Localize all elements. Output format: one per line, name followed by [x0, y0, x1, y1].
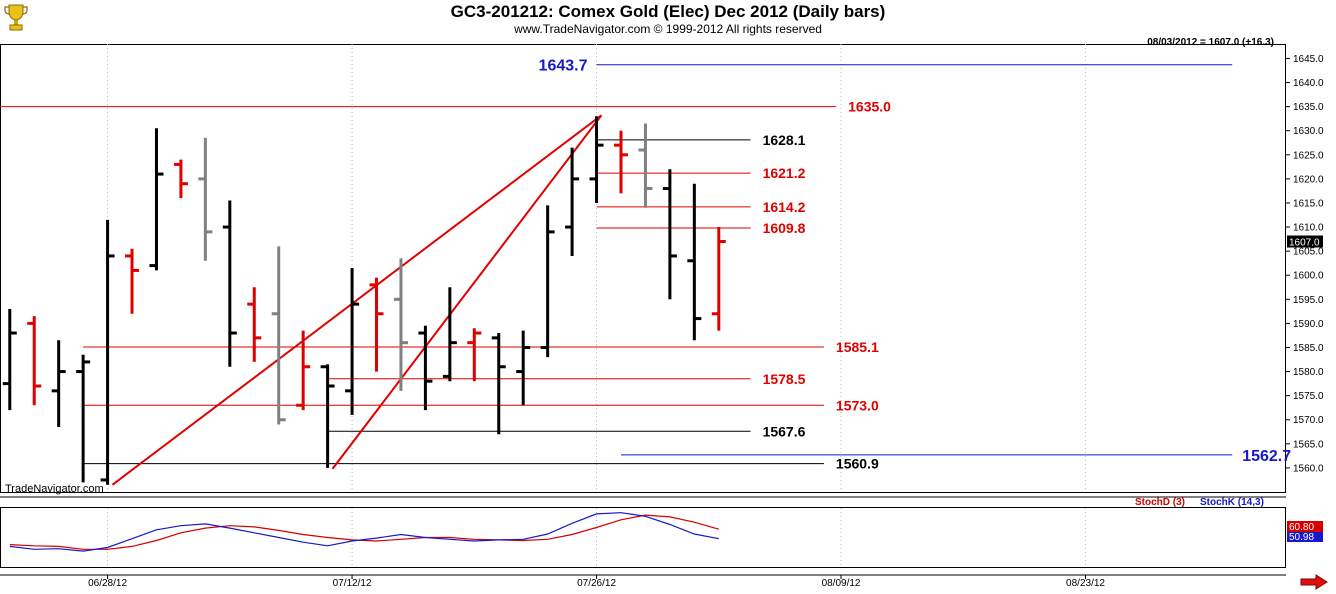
- level-label: 1621.2: [763, 165, 806, 181]
- legend-stochk: StochK (14,3): [1200, 497, 1264, 508]
- stochastic-line: [9, 512, 719, 552]
- x-tick-label: 07/26/12: [577, 578, 616, 589]
- level-label: 1585.1: [836, 339, 879, 355]
- level-label: 1560.9: [836, 456, 879, 472]
- right-arrow-icon[interactable]: [1300, 574, 1328, 590]
- y-tick-label: 1595.0: [1293, 295, 1324, 306]
- y-tick-label: 1610.0: [1293, 223, 1324, 234]
- y-tick-label: 1615.0: [1293, 198, 1324, 209]
- x-tick-label: 06/28/12: [88, 578, 127, 589]
- stochd-last-label: 60.80: [1289, 522, 1314, 533]
- y-tick-label: 1585.0: [1293, 343, 1324, 354]
- level-label: 1635.0: [848, 99, 891, 115]
- x-tick-label: 07/12/12: [333, 578, 372, 589]
- level-label: 1567.6: [763, 423, 806, 439]
- y-tick-label: 1600.0: [1293, 271, 1324, 282]
- trophy-icon: [4, 4, 28, 31]
- price-axis: 1645.0 1640.0 1635.0 1630.0 1625.0 1620.0 1615…: [1286, 54, 1324, 474]
- y-tick-label: 1570.0: [1293, 415, 1324, 426]
- level-label: 1628.1: [763, 132, 806, 148]
- last-price-label: 1607.0: [1289, 238, 1320, 249]
- stochk-last-label: 50.98: [1289, 532, 1314, 543]
- level-label: 1643.7: [539, 58, 588, 75]
- y-tick-label: 1645.0: [1293, 54, 1324, 65]
- level-label: 1573.0: [836, 397, 879, 413]
- y-tick-label: 1580.0: [1293, 367, 1324, 378]
- level-label: 1609.8: [763, 220, 806, 236]
- y-tick-label: 1565.0: [1293, 439, 1324, 450]
- legend-stochd: StochD (3): [1135, 497, 1185, 508]
- y-tick-label: 1640.0: [1293, 78, 1324, 89]
- y-tick-label: 1575.0: [1293, 391, 1324, 402]
- stochd-last-box: [1287, 521, 1323, 532]
- y-tick-label: 1560.0: [1293, 463, 1324, 474]
- trendline: [111, 114, 603, 486]
- support-resistance-levels: 1643.7 1635.0 1628.1 1621.2 1614.2 1609.8 1585…: [0, 58, 1291, 472]
- price-bars: [2, 116, 726, 485]
- last-price-box: [1287, 235, 1323, 248]
- brand-watermark: TradeNavigator.com: [5, 483, 104, 495]
- x-tick-label: 08/23/12: [1066, 578, 1105, 589]
- y-tick-label: 1605.0: [1293, 247, 1324, 258]
- trendline: [331, 114, 603, 470]
- level-label: 1562.7: [1242, 448, 1291, 465]
- trendlines: [111, 114, 603, 486]
- date-axis: 06/28/12 07/12/12 07/26/12 08/09/12 08/23/12: [88, 575, 1105, 589]
- y-tick-label: 1635.0: [1293, 102, 1324, 113]
- level-label: 1614.2: [763, 199, 806, 215]
- price-panel-frame: [0, 44, 1286, 493]
- level-label: 1578.5: [763, 371, 806, 387]
- y-tick-label: 1630.0: [1293, 126, 1324, 137]
- copyright-text: www.TradeNavigator.com © 1999-2012 All r…: [514, 22, 822, 36]
- stochastic-line: [9, 514, 719, 550]
- y-tick-label: 1625.0: [1293, 150, 1324, 161]
- stochastic-panel-frame: [0, 507, 1286, 568]
- chart-title: GC3-201212: Comex Gold (Elec) Dec 2012 (…: [450, 2, 886, 21]
- x-tick-label: 08/09/12: [822, 578, 861, 589]
- y-tick-label: 1590.0: [1293, 319, 1324, 330]
- last-price-info: 08/03/2012 = 1607.0 (+16.3): [1147, 37, 1274, 48]
- stochk-last-box: [1287, 532, 1323, 542]
- y-tick-label: 1620.0: [1293, 174, 1324, 185]
